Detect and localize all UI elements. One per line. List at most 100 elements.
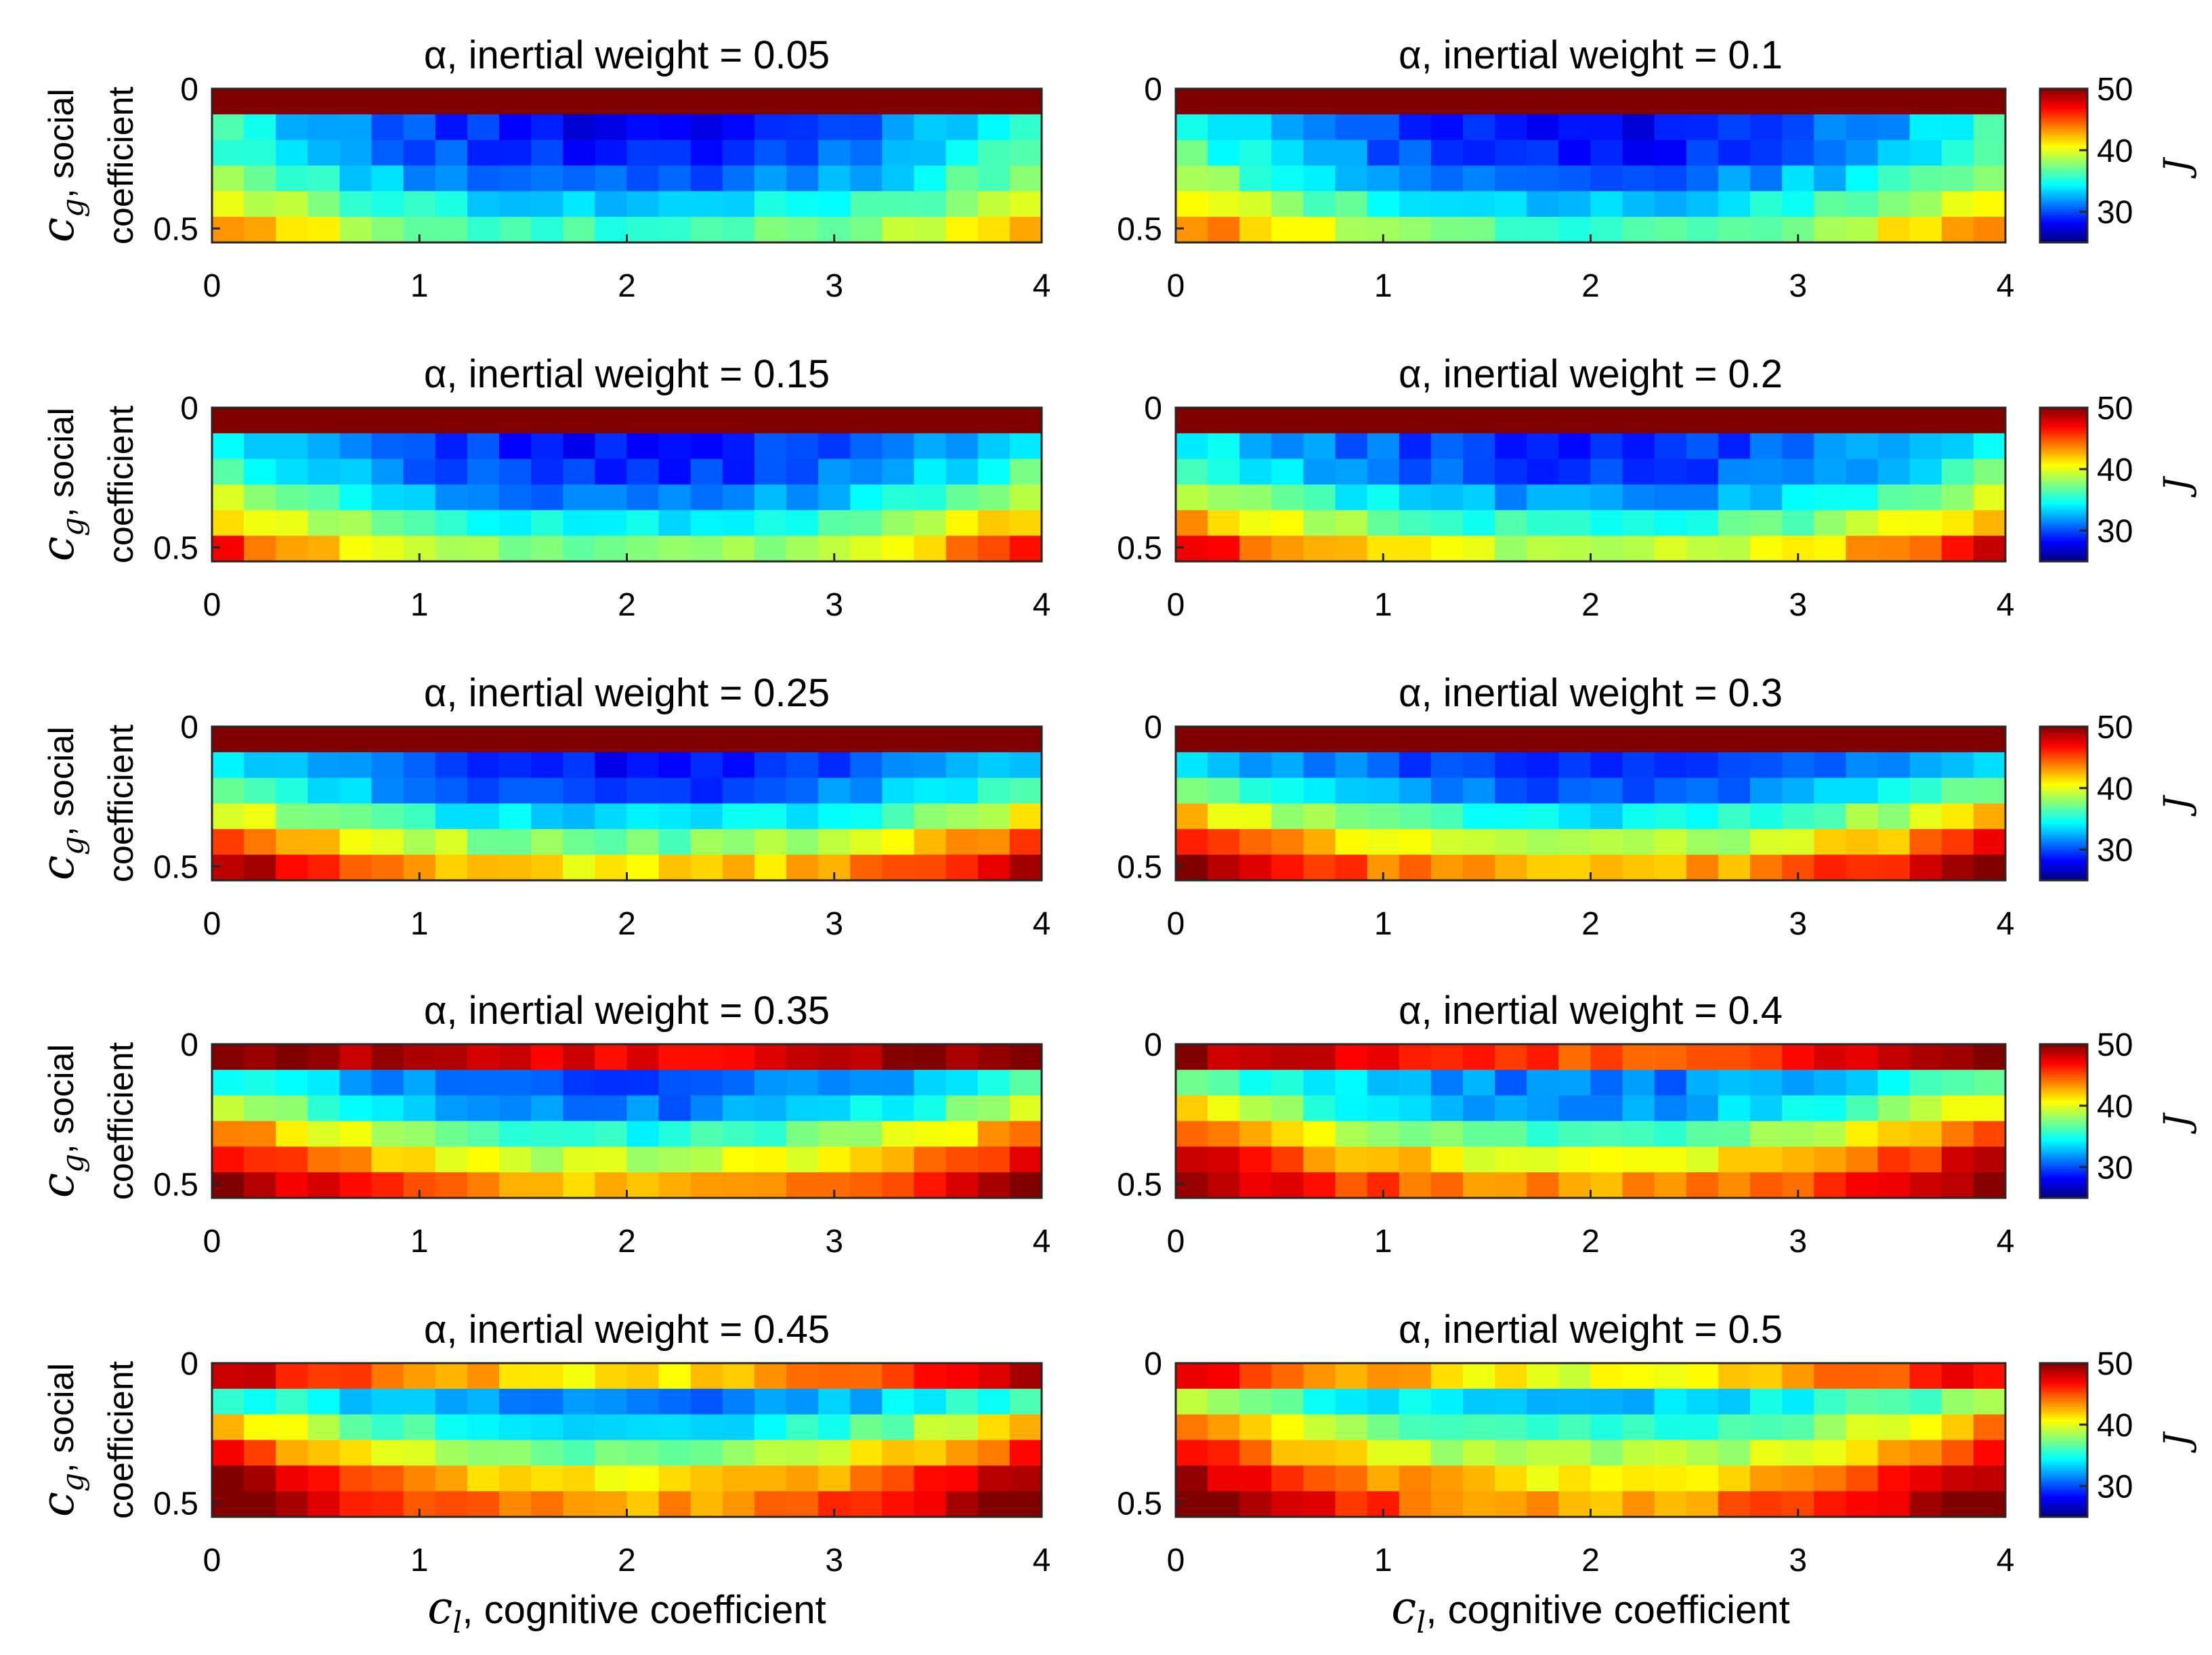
colorbar-segment bbox=[2040, 1398, 2087, 1402]
heatmap-cell bbox=[1208, 536, 1240, 562]
heatmap-cell bbox=[1814, 1044, 1847, 1071]
colorbar-segment bbox=[2040, 849, 2087, 853]
colorbar-segment bbox=[2040, 1100, 2087, 1104]
heatmap-cell bbox=[850, 1363, 883, 1390]
heatmap-cell bbox=[307, 855, 341, 881]
heatmap-cell bbox=[1877, 139, 1911, 167]
heatmap-cell bbox=[276, 458, 308, 486]
colorbar-segment bbox=[2040, 446, 2087, 450]
heatmap-cell bbox=[1208, 217, 1240, 243]
heatmap-cell bbox=[1558, 1465, 1592, 1492]
heatmap-cell bbox=[1622, 1146, 1655, 1173]
heatmap-cell bbox=[371, 1146, 404, 1173]
heatmap-cell bbox=[1463, 510, 1495, 536]
x-tick-label: 1 bbox=[1374, 1224, 1392, 1260]
heatmap-cell bbox=[307, 89, 341, 115]
heatmap-cell bbox=[1303, 752, 1336, 779]
heatmap-cell bbox=[1239, 855, 1272, 881]
heatmap-cell bbox=[371, 1095, 404, 1122]
colorbar-segment bbox=[2040, 477, 2087, 480]
heatmap-cell bbox=[1718, 829, 1751, 855]
heatmap-cell bbox=[882, 752, 915, 779]
heatmap-cell bbox=[403, 1121, 436, 1147]
heatmap-cell bbox=[1846, 829, 1879, 855]
heatmap-cell bbox=[1009, 1069, 1042, 1096]
heatmap-cell bbox=[914, 1095, 947, 1122]
heatmap-cell bbox=[1303, 1388, 1336, 1415]
heatmap-cell bbox=[467, 1440, 500, 1466]
x-tick-label: 2 bbox=[618, 587, 636, 623]
heatmap-cell bbox=[1814, 191, 1847, 217]
x-tick-label: 4 bbox=[1033, 587, 1051, 623]
heatmap-cell bbox=[1973, 1414, 2006, 1441]
heatmap-cell bbox=[1367, 1044, 1400, 1071]
heatmap-cell bbox=[1909, 139, 1942, 167]
heatmap-cell bbox=[1399, 484, 1432, 511]
heatmap-cell bbox=[1590, 1095, 1623, 1122]
heatmap-cell bbox=[371, 114, 404, 141]
heatmap-cell bbox=[1367, 1146, 1400, 1173]
y-tick-label: 0.5 bbox=[153, 1167, 198, 1203]
heatmap-cell bbox=[1009, 1465, 1042, 1492]
heatmap-cell bbox=[371, 1414, 404, 1441]
heatmap-cell bbox=[690, 510, 723, 536]
heatmap-cell bbox=[339, 1146, 373, 1173]
heatmap-cell bbox=[1208, 1146, 1240, 1173]
heatmap-cell bbox=[658, 855, 692, 881]
heatmap-cell bbox=[1654, 139, 1687, 167]
colorbar-segment bbox=[2040, 198, 2087, 202]
x-tick-label: 1 bbox=[410, 906, 429, 942]
heatmap-cell bbox=[818, 1146, 851, 1173]
heatmap-cell bbox=[945, 777, 979, 804]
colorbar-segment bbox=[2040, 731, 2087, 735]
heatmap-cell bbox=[850, 1414, 883, 1441]
heatmap-cell bbox=[499, 1121, 532, 1147]
heatmap-cell bbox=[1590, 536, 1623, 562]
heatmap-cell bbox=[1877, 727, 1911, 753]
heatmap-cell bbox=[1941, 536, 1974, 562]
colorbar-segment bbox=[2040, 129, 2087, 133]
heatmap-cell bbox=[244, 803, 276, 830]
heatmap-cell bbox=[1558, 89, 1592, 115]
heatmap-cell bbox=[1335, 829, 1368, 855]
heatmap-cell bbox=[1335, 217, 1368, 243]
colorbar-segment bbox=[2040, 1115, 2087, 1119]
heatmap-cell bbox=[276, 484, 308, 511]
heatmap-cell bbox=[1239, 829, 1272, 855]
heatmap-cell bbox=[371, 484, 404, 511]
heatmap-cell bbox=[595, 139, 628, 167]
heatmap-cell bbox=[1750, 1095, 1783, 1122]
colorbar-segment bbox=[2040, 872, 2087, 876]
heatmap-cell bbox=[1527, 777, 1559, 804]
heatmap-cell bbox=[1367, 727, 1400, 753]
heatmap-cell bbox=[1877, 1095, 1911, 1122]
heatmap-cell bbox=[1909, 433, 1942, 460]
heatmap-cell bbox=[1335, 1146, 1368, 1173]
heatmap-cell bbox=[403, 1095, 436, 1122]
heatmap-cell bbox=[945, 855, 979, 881]
colorbar-segment bbox=[2040, 152, 2087, 156]
colorbar-frame bbox=[2039, 1362, 2089, 1518]
heatmap-cell bbox=[945, 1388, 979, 1415]
heatmap-cell bbox=[1973, 855, 2006, 881]
heatmap-cell bbox=[595, 217, 628, 243]
x-tick-label: 3 bbox=[825, 268, 843, 304]
heatmap-cell bbox=[1527, 1069, 1559, 1096]
heatmap-cell bbox=[1686, 777, 1719, 804]
heatmap-cell bbox=[1430, 1146, 1464, 1173]
colorbar-segment bbox=[2040, 221, 2087, 225]
heatmap-cell bbox=[786, 536, 819, 562]
heatmap-cell bbox=[531, 536, 563, 562]
heatmap-cell bbox=[1846, 1069, 1879, 1096]
heatmap-cell bbox=[531, 829, 563, 855]
heatmap-cell bbox=[403, 1363, 436, 1390]
heatmap-cell bbox=[1208, 165, 1240, 192]
x-tick-label: 2 bbox=[1581, 1224, 1600, 1260]
heatmap-cell bbox=[1622, 408, 1655, 434]
heatmap-cell bbox=[1877, 829, 1911, 855]
heatmap-cell bbox=[339, 1414, 373, 1441]
heatmap-cell bbox=[914, 1388, 947, 1415]
heatmap-cell bbox=[1973, 1465, 2006, 1492]
heatmap-cell bbox=[1558, 1440, 1592, 1466]
